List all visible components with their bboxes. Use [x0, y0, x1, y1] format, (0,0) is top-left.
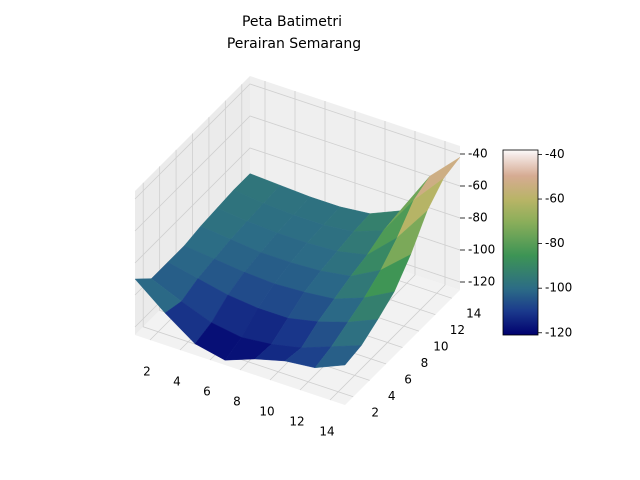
y-tick-label: 14: [466, 307, 481, 321]
colorbar-tick-label: -40: [545, 147, 565, 161]
y-tick-label: 12: [450, 323, 465, 337]
z-tick-label: -100: [468, 243, 495, 257]
x-tick-label: 14: [319, 425, 334, 439]
x-tick-label: 10: [259, 405, 274, 419]
z-tick-label: -80: [468, 211, 488, 225]
x-tick-label: 12: [289, 415, 304, 429]
chart-title: Perairan Semarang: [227, 36, 361, 52]
surface-face: [314, 345, 362, 369]
y-tick-label: 4: [388, 389, 396, 403]
x-tick-label: 4: [173, 375, 181, 389]
x-tick-label: 6: [203, 385, 211, 399]
z-tick-label: -60: [468, 179, 488, 193]
chart-title: Peta Batimetri: [242, 14, 342, 30]
grid-line: [134, 83, 461, 200]
colorbar-tick-label: -100: [545, 281, 572, 295]
colorbar-tick-label: -80: [545, 236, 565, 250]
colorbar-tick-label: -120: [545, 325, 572, 339]
x-tick-label: 8: [233, 395, 241, 409]
colorbar: [502, 149, 539, 336]
grid-line: [329, 141, 446, 401]
colorbar-tick-label: -60: [545, 192, 565, 206]
x-tick-label: 2: [143, 365, 151, 379]
grid-line: [134, 147, 461, 264]
z-tick-label: -120: [468, 275, 495, 289]
grid-line: [142, 182, 354, 398]
y-tick-label: 8: [421, 356, 429, 370]
grid-line: [134, 115, 461, 232]
z-tick-label: -40: [468, 147, 488, 161]
y-tick-label: 2: [371, 405, 379, 419]
y-tick-label: 10: [433, 340, 448, 354]
y-tick-label: 6: [404, 372, 412, 386]
